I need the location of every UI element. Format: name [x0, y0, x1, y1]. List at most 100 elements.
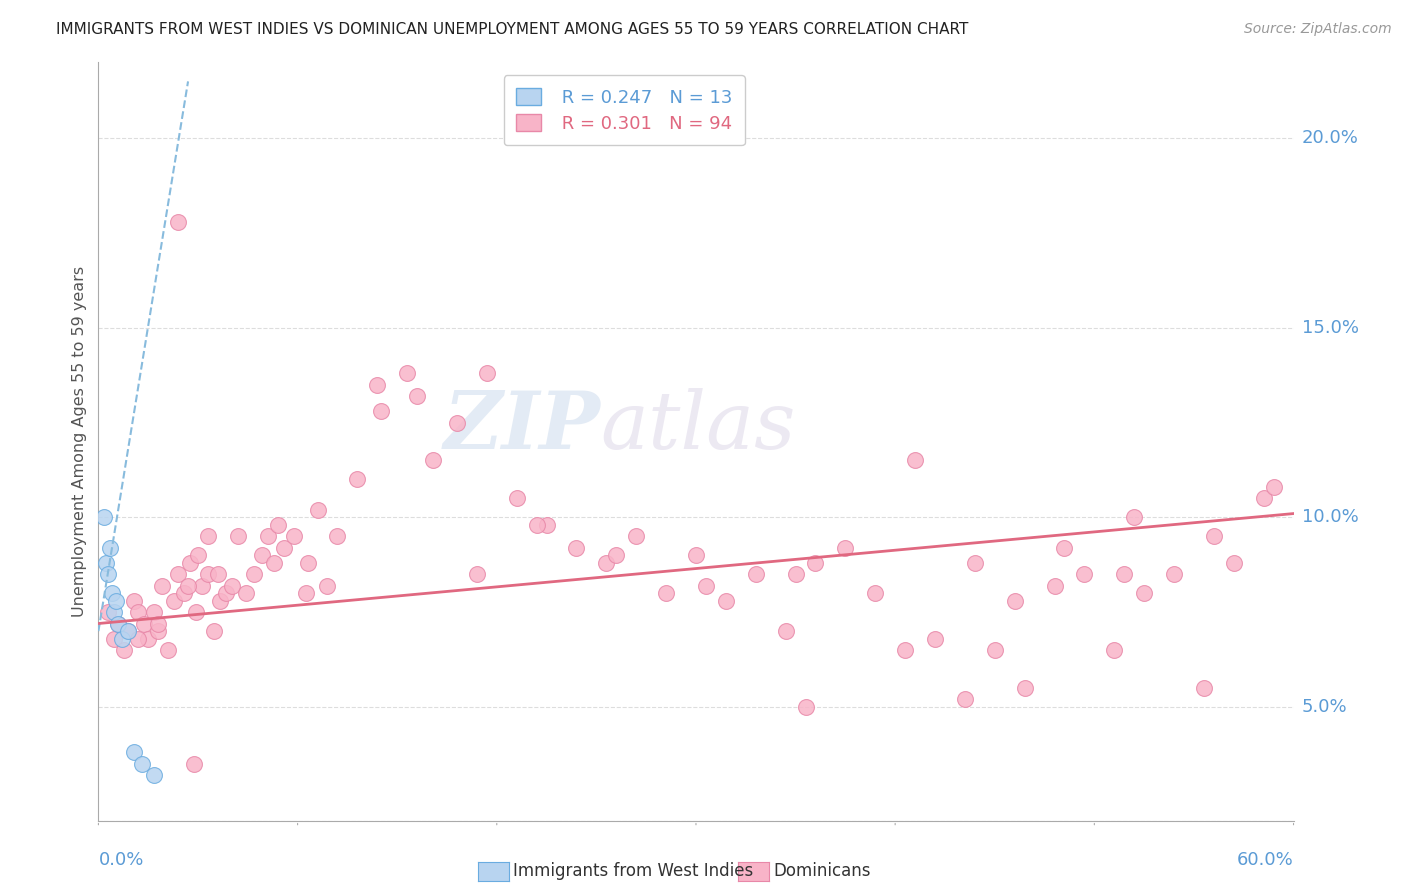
Point	[714, 594, 737, 608]
Point	[804, 556, 827, 570]
Point	[117, 624, 139, 639]
Point	[157, 643, 180, 657]
Point	[865, 586, 887, 600]
Point	[953, 692, 976, 706]
Point	[221, 579, 243, 593]
Text: 10.0%: 10.0%	[1302, 508, 1358, 526]
Point	[1053, 541, 1076, 555]
Point	[127, 632, 149, 646]
Point	[250, 548, 273, 563]
Point	[366, 377, 388, 392]
Point	[112, 643, 135, 657]
Point	[422, 453, 444, 467]
Point	[197, 567, 219, 582]
Point	[148, 624, 170, 639]
Point	[124, 594, 146, 608]
Text: atlas: atlas	[600, 388, 796, 465]
Point	[605, 548, 627, 563]
Point	[167, 567, 190, 582]
Point	[215, 586, 238, 600]
Point	[131, 756, 153, 771]
Point	[179, 556, 201, 570]
Point	[1043, 579, 1066, 593]
Point	[526, 517, 548, 532]
Point	[97, 567, 120, 582]
Point	[685, 548, 707, 563]
Text: 5.0%: 5.0%	[1302, 698, 1347, 716]
Point	[1223, 556, 1246, 570]
Point	[775, 624, 797, 639]
Point	[794, 699, 817, 714]
Point	[1163, 567, 1185, 582]
Point	[326, 529, 349, 543]
Point	[103, 605, 125, 619]
Point	[267, 517, 290, 532]
Point	[1123, 510, 1146, 524]
Point	[1253, 491, 1275, 506]
Point	[963, 556, 986, 570]
Point	[187, 548, 209, 563]
Point	[167, 214, 190, 228]
Point	[197, 529, 219, 543]
Text: 15.0%: 15.0%	[1302, 318, 1358, 337]
Point	[256, 529, 278, 543]
Point	[163, 594, 186, 608]
Point	[273, 541, 295, 555]
Point	[134, 616, 156, 631]
Legend:  R = 0.247   N = 13,  R = 0.301   N = 94: R = 0.247 N = 13, R = 0.301 N = 94	[503, 75, 745, 145]
Point	[370, 404, 392, 418]
Point	[307, 503, 329, 517]
Point	[785, 567, 807, 582]
Point	[136, 632, 159, 646]
Point	[984, 643, 1007, 657]
Point	[1263, 480, 1285, 494]
Point	[243, 567, 266, 582]
Text: 60.0%: 60.0%	[1237, 851, 1294, 869]
Point	[1014, 681, 1036, 695]
Point	[177, 579, 200, 593]
Point	[207, 567, 229, 582]
Point	[107, 616, 129, 631]
Point	[396, 366, 419, 380]
Y-axis label: Unemployment Among Ages 55 to 59 years: Unemployment Among Ages 55 to 59 years	[72, 266, 87, 617]
Point	[93, 510, 115, 524]
Point	[1202, 529, 1225, 543]
Point	[111, 632, 134, 646]
Text: Immigrants from West Indies: Immigrants from West Indies	[513, 863, 754, 880]
Point	[208, 594, 231, 608]
Point	[191, 579, 214, 593]
Point	[103, 632, 125, 646]
Point	[1114, 567, 1136, 582]
Point	[202, 624, 225, 639]
Point	[263, 556, 285, 570]
Text: Dominicans: Dominicans	[773, 863, 870, 880]
Point	[150, 579, 173, 593]
Point	[105, 594, 128, 608]
Point	[1192, 681, 1215, 695]
Text: ZIP: ZIP	[443, 388, 600, 465]
Point	[1073, 567, 1095, 582]
Point	[834, 541, 856, 555]
Point	[124, 746, 146, 760]
Point	[297, 556, 319, 570]
Point	[143, 768, 166, 782]
Point	[446, 416, 468, 430]
Point	[148, 616, 170, 631]
Point	[294, 586, 316, 600]
Text: IMMIGRANTS FROM WEST INDIES VS DOMINICAN UNEMPLOYMENT AMONG AGES 55 TO 59 YEARS : IMMIGRANTS FROM WEST INDIES VS DOMINICAN…	[56, 22, 969, 37]
Point	[595, 556, 617, 570]
Point	[143, 605, 166, 619]
Point	[565, 541, 588, 555]
Point	[283, 529, 305, 543]
Point	[96, 556, 118, 570]
Point	[475, 366, 498, 380]
Text: Source: ZipAtlas.com: Source: ZipAtlas.com	[1244, 22, 1392, 37]
Point	[127, 605, 149, 619]
Text: 20.0%: 20.0%	[1302, 129, 1358, 147]
Point	[183, 756, 205, 771]
Point	[346, 473, 368, 487]
Point	[536, 517, 558, 532]
Point	[1004, 594, 1026, 608]
Point	[894, 643, 917, 657]
Point	[101, 586, 124, 600]
